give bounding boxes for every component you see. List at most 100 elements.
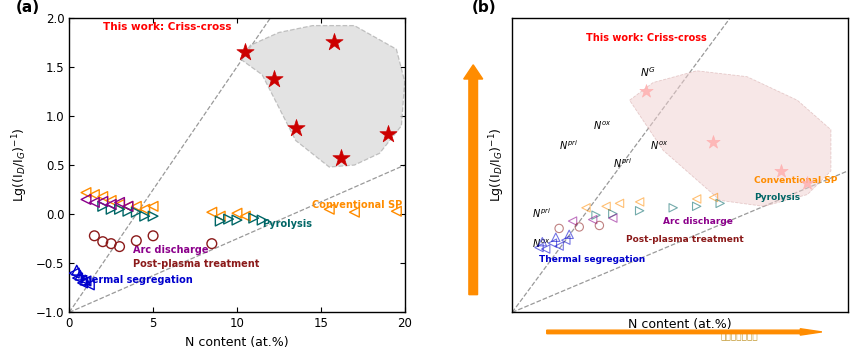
Point <box>334 155 348 161</box>
Point <box>586 217 599 223</box>
Point <box>539 246 553 252</box>
Point <box>74 272 87 278</box>
Point <box>104 202 118 207</box>
Point <box>689 196 703 202</box>
Text: Thermal segregation: Thermal segregation <box>539 255 645 264</box>
Point <box>289 125 303 131</box>
Point <box>546 240 560 246</box>
Point <box>138 207 151 212</box>
Text: $N^{pri}$: $N^{pri}$ <box>612 156 631 170</box>
Point <box>121 203 135 209</box>
Point <box>612 201 626 206</box>
Point <box>327 39 341 45</box>
Point <box>112 200 126 205</box>
Point <box>205 241 219 246</box>
Point <box>146 233 160 239</box>
Point <box>87 200 101 205</box>
Text: Post-plasma treatment: Post-plasma treatment <box>626 235 744 244</box>
Point <box>707 139 721 144</box>
X-axis label: N content (at.%): N content (at.%) <box>185 336 289 349</box>
Text: Conventional SP: Conventional SP <box>753 176 837 185</box>
Point <box>247 215 260 221</box>
Point <box>138 213 151 219</box>
Point <box>773 168 787 174</box>
Point <box>589 212 603 218</box>
Text: (a): (a) <box>16 0 40 15</box>
Point <box>82 282 96 288</box>
Point <box>707 195 721 200</box>
Text: $N^{ox}$: $N^{ox}$ <box>532 237 550 250</box>
Point <box>76 280 90 286</box>
Point <box>689 203 703 209</box>
Point <box>104 198 118 203</box>
Point <box>146 213 160 219</box>
Text: Pyrolysis: Pyrolysis <box>753 193 800 202</box>
Point <box>714 201 727 206</box>
Point <box>130 209 144 215</box>
Text: $N^G$: $N^G$ <box>639 65 656 79</box>
Point <box>348 209 362 215</box>
Text: Conventional SP: Conventional SP <box>312 200 403 210</box>
Point <box>579 205 593 211</box>
Point <box>214 218 227 224</box>
Point <box>606 215 619 221</box>
Point <box>112 207 126 212</box>
Point <box>121 208 135 214</box>
Point <box>532 245 546 250</box>
Point <box>104 207 118 212</box>
Point <box>566 218 580 224</box>
Point <box>239 49 253 55</box>
Polygon shape <box>240 26 405 167</box>
Point <box>549 234 563 240</box>
Point <box>87 233 101 239</box>
Point <box>71 275 85 281</box>
Point <box>214 213 227 219</box>
X-axis label: N content (at.%): N content (at.%) <box>628 318 732 331</box>
Point <box>267 76 281 82</box>
Point <box>79 197 93 202</box>
Point <box>606 211 619 217</box>
Point <box>559 237 573 243</box>
Point <box>205 209 219 215</box>
Text: Thermal segregation: Thermal segregation <box>78 275 192 285</box>
Point <box>221 216 235 222</box>
Point <box>104 241 118 246</box>
Point <box>230 217 244 223</box>
Point <box>323 207 336 212</box>
Polygon shape <box>630 71 831 206</box>
Point <box>800 180 814 186</box>
Point <box>87 192 101 197</box>
Point <box>79 278 93 284</box>
Text: $N^{pri}$: $N^{pri}$ <box>559 138 578 152</box>
Text: (b): (b) <box>472 0 497 15</box>
Text: $N^{ox}$: $N^{ox}$ <box>593 119 611 132</box>
Point <box>593 223 606 228</box>
Point <box>146 203 160 209</box>
Point <box>639 89 653 94</box>
Point <box>239 213 253 219</box>
Text: $N^{pri}$: $N^{pri}$ <box>532 206 551 220</box>
Text: Arc discharge: Arc discharge <box>133 245 208 256</box>
Text: This work: Criss-cross: This work: Criss-cross <box>586 33 707 43</box>
Point <box>535 239 549 245</box>
Point <box>112 202 126 207</box>
Point <box>130 203 144 209</box>
Point <box>130 238 144 244</box>
Point <box>562 231 576 237</box>
Point <box>255 217 269 223</box>
Point <box>96 203 110 209</box>
Point <box>96 198 110 204</box>
Text: Arc discharge: Arc discharge <box>663 217 733 226</box>
Point <box>70 267 84 273</box>
Point <box>599 203 613 209</box>
Point <box>78 277 92 283</box>
Point <box>112 244 126 250</box>
Point <box>552 243 566 249</box>
Text: This work: Criss-cross: This work: Criss-cross <box>103 22 231 32</box>
Point <box>552 225 566 231</box>
Text: Pyrolysis: Pyrolysis <box>262 219 312 229</box>
Point <box>573 224 586 230</box>
Point <box>632 199 646 205</box>
Point <box>96 239 110 245</box>
Point <box>79 190 93 195</box>
